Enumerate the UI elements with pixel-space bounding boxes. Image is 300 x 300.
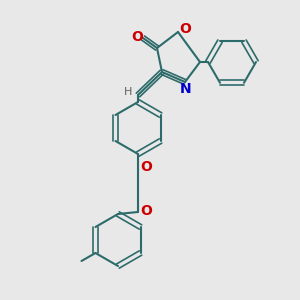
Text: O: O — [131, 30, 143, 44]
Text: N: N — [180, 82, 192, 96]
Text: O: O — [179, 22, 191, 36]
Text: O: O — [140, 204, 152, 218]
Text: O: O — [140, 160, 152, 174]
Text: H: H — [124, 87, 132, 97]
